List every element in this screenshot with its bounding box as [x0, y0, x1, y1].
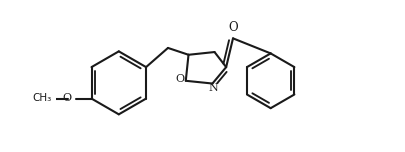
Text: N: N — [209, 83, 218, 93]
Text: O: O — [62, 93, 72, 103]
Text: O: O — [175, 74, 184, 84]
Text: CH₃: CH₃ — [32, 93, 52, 103]
Text: O: O — [228, 21, 237, 34]
